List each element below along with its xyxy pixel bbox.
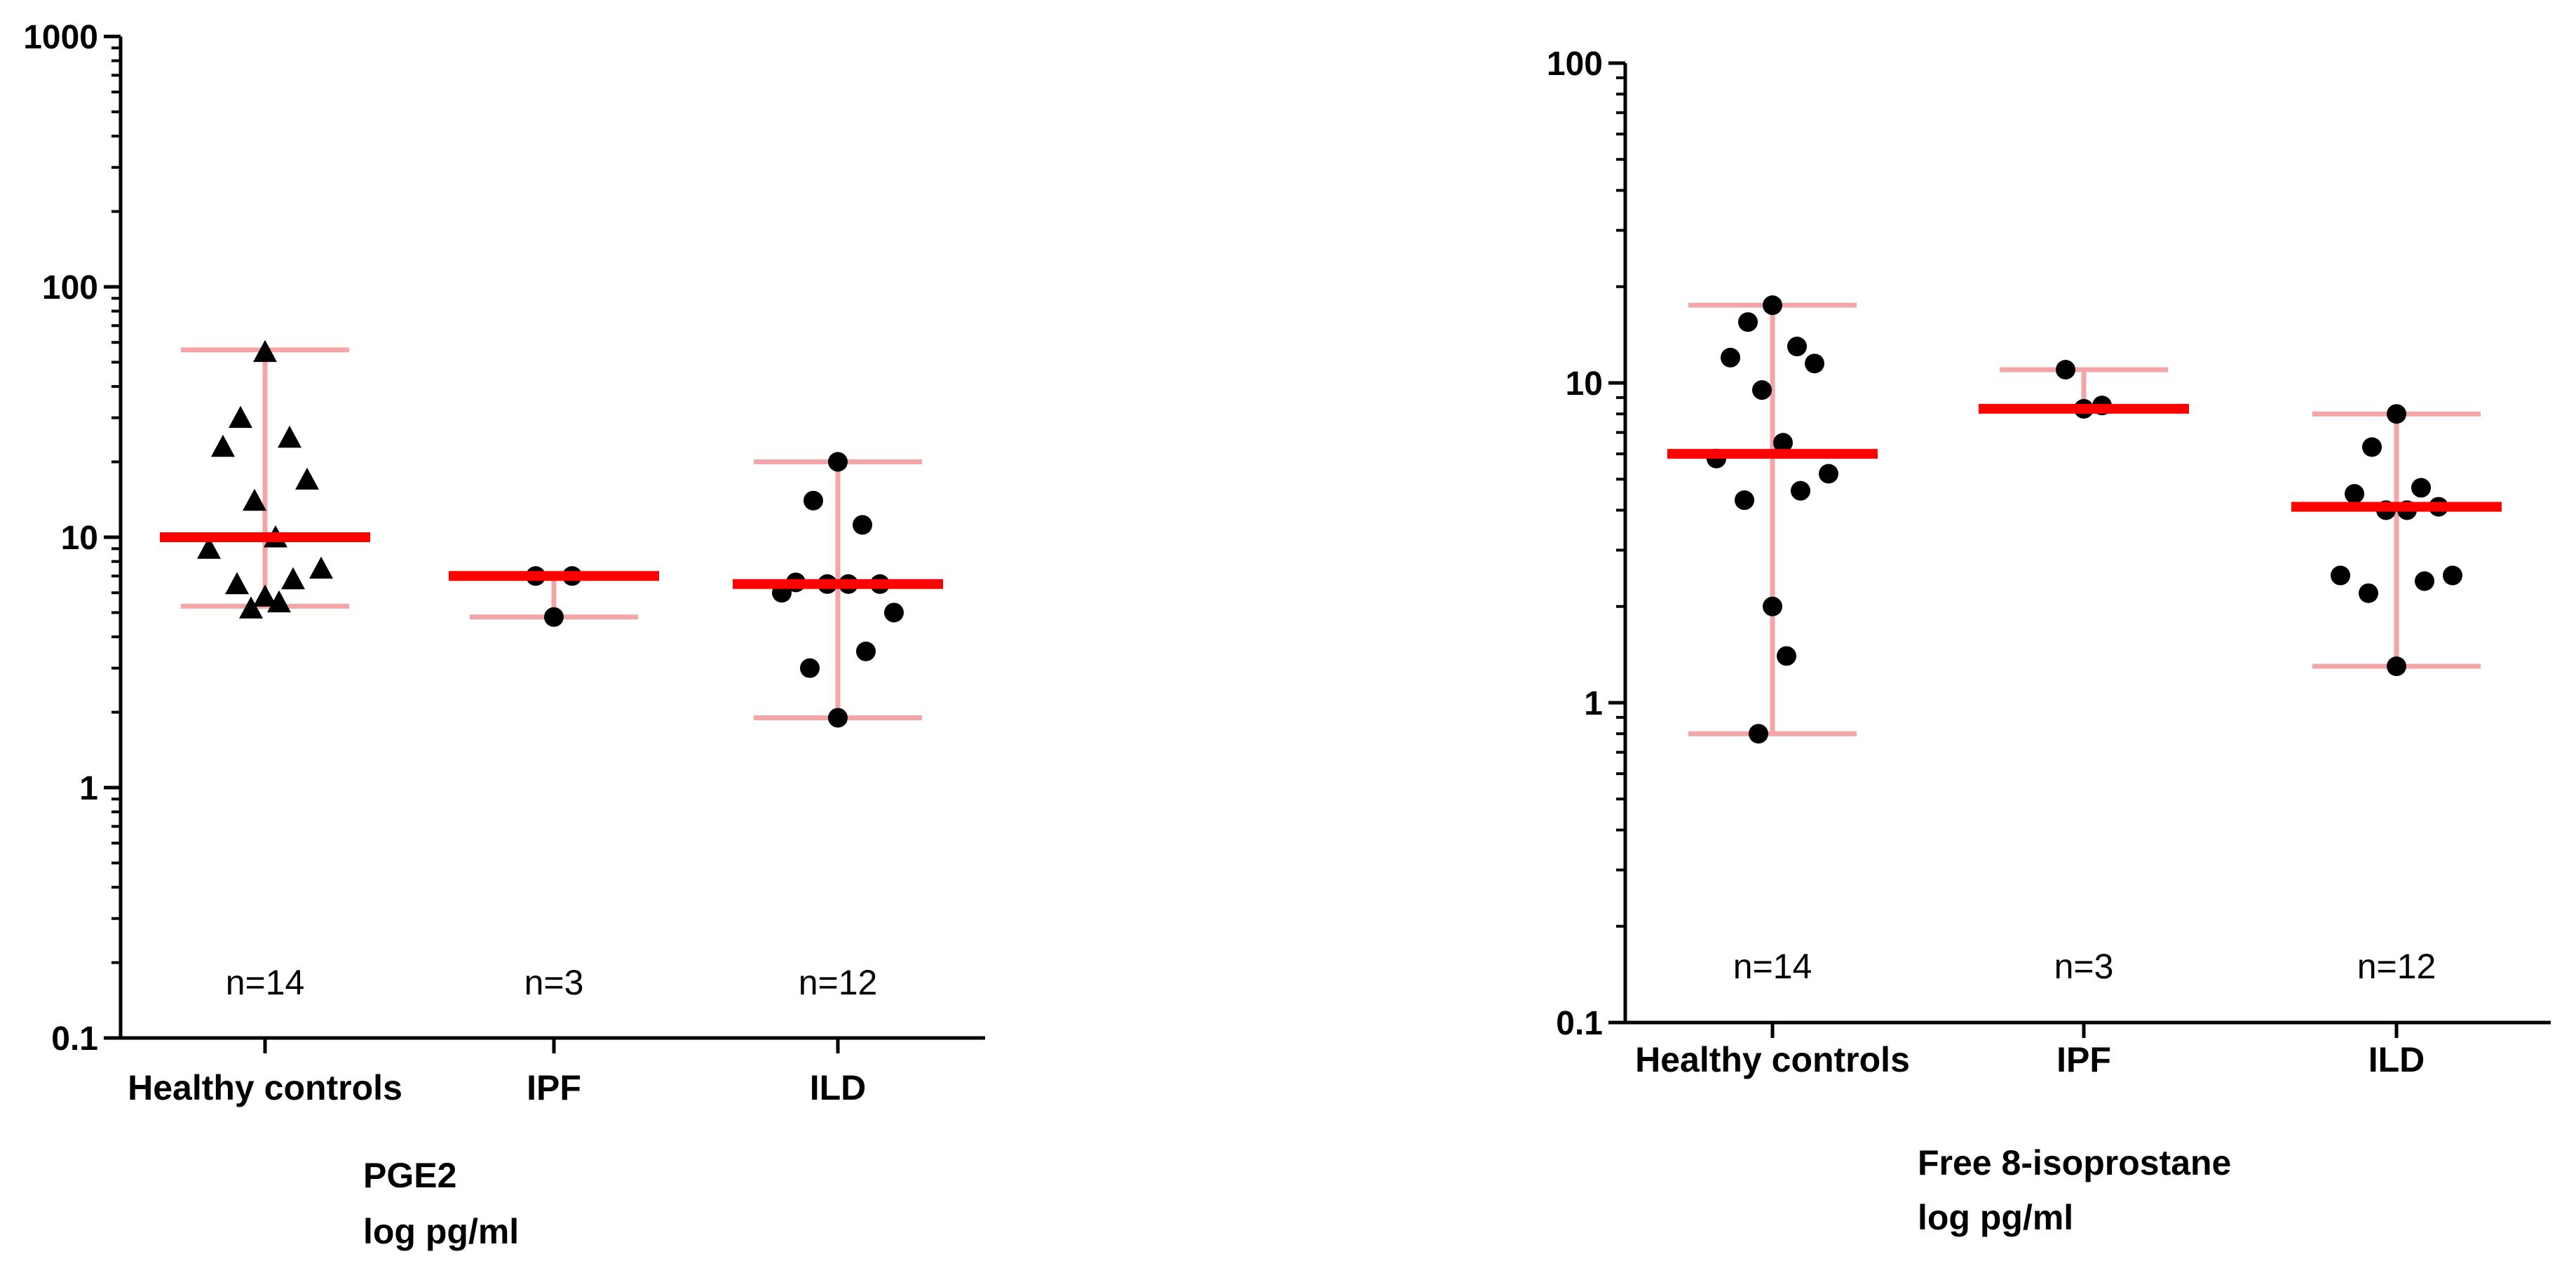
- data-point: [1791, 480, 1810, 501]
- pge2-panel: 0.1 1 10 100 1000 Healthy controls n=14 IPF n=3 I…: [23, 19, 985, 1251]
- data-point-triangle: [197, 537, 221, 559]
- n-count-label: n=12: [799, 963, 878, 1002]
- y-tick-label: 1000: [23, 19, 98, 56]
- data-point: [828, 708, 848, 728]
- data-point: [2331, 565, 2350, 586]
- data-point: [2387, 656, 2406, 677]
- data-point: [1787, 337, 1807, 357]
- data-point: [1777, 646, 1796, 666]
- y-axis-unit: log pg/ml: [363, 1212, 519, 1251]
- data-point-triangle: [229, 405, 252, 429]
- data-point: [2345, 484, 2364, 504]
- y-axis-title: Free 8-isoprostane: [1918, 1143, 2231, 1182]
- y-tick-label: 1: [1584, 685, 1603, 722]
- data-point-triangle: [281, 567, 305, 590]
- data-point: [804, 490, 823, 511]
- n-count-label: n=14: [226, 963, 305, 1002]
- data-point: [2359, 583, 2378, 603]
- y-tick-label: 100: [42, 269, 98, 306]
- x-category-label: IPF: [527, 1068, 581, 1107]
- data-point-triangle: [225, 572, 249, 595]
- x-category-label: IPF: [2056, 1040, 2111, 1079]
- n-count-label: n=3: [2054, 947, 2114, 986]
- data-point-triangle: [309, 556, 333, 579]
- data-point-triangle: [243, 488, 266, 511]
- y-tick-label: 1: [79, 770, 98, 807]
- data-point: [800, 658, 820, 678]
- data-point-triangle: [295, 467, 319, 490]
- data-point: [1749, 724, 1768, 744]
- data-point: [2411, 478, 2431, 498]
- data-point-triangle: [253, 339, 277, 363]
- n-count-label: n=14: [1733, 947, 1812, 986]
- data-point: [1805, 353, 1824, 374]
- data-point-triangle: [239, 596, 263, 619]
- data-point: [884, 602, 904, 623]
- data-point: [2362, 437, 2382, 457]
- data-point-triangle: [278, 425, 301, 448]
- data-point: [2443, 565, 2462, 586]
- y-tick-label: 10: [61, 520, 98, 557]
- data-point-triangle: [267, 590, 291, 613]
- data-point: [1763, 596, 1782, 616]
- data-point: [1773, 433, 1793, 453]
- data-point: [1752, 380, 1772, 400]
- x-category-label: ILD: [810, 1068, 867, 1107]
- data-point: [1735, 490, 1754, 511]
- x-category-label: Healthy controls: [1635, 1040, 1910, 1079]
- y-axis-title: PGE2: [363, 1156, 456, 1195]
- y-tick-label: 10: [1566, 365, 1603, 403]
- data-point: [856, 641, 876, 661]
- data-point: [1721, 347, 1740, 367]
- data-point: [2415, 571, 2434, 591]
- y-axis-unit: log pg/ml: [1918, 1198, 2073, 1237]
- isoprostane-panel: 0.1 1 10 100 Healthy controls n=14 IPF n=3 ILD n=…: [1547, 46, 2551, 1237]
- y-tick-label: 100: [1547, 46, 1603, 83]
- n-count-label: n=3: [524, 963, 584, 1002]
- data-point: [1763, 295, 1782, 316]
- data-point: [544, 607, 564, 627]
- data-point: [2056, 360, 2075, 380]
- data-point: [2387, 404, 2406, 424]
- data-point: [828, 452, 848, 472]
- data-point: [853, 515, 872, 535]
- y-tick-label: 0.1: [1556, 1005, 1603, 1042]
- x-category-label: ILD: [2368, 1040, 2425, 1079]
- data-point-triangle: [253, 584, 277, 607]
- data-point: [1819, 464, 1838, 484]
- n-count-label: n=12: [2357, 947, 2436, 986]
- data-point-triangle: [211, 434, 235, 457]
- data-point: [1738, 312, 1758, 332]
- y-tick-label: 0.1: [51, 1020, 98, 1058]
- x-category-label: Healthy controls: [128, 1068, 402, 1107]
